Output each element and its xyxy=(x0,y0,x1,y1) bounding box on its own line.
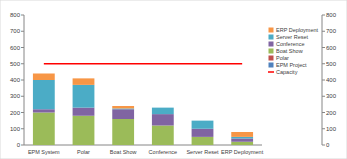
bar-segment xyxy=(192,121,214,129)
y2-tick xyxy=(322,80,325,81)
x-tick-label: Conference xyxy=(149,149,177,155)
bar-segment xyxy=(33,80,55,109)
bar-segment xyxy=(73,108,95,116)
y2-tick-label: 300 xyxy=(326,93,337,99)
y2-tick-label: 0 xyxy=(326,142,330,148)
bar-segment xyxy=(231,139,253,142)
bar-segment xyxy=(231,137,253,139)
y2-tick-label: 700 xyxy=(326,28,337,34)
y2-tick xyxy=(322,63,325,64)
x-tick-label: Polar xyxy=(77,149,90,155)
y2-tick xyxy=(322,47,325,48)
bar-segment xyxy=(152,126,174,146)
x-tick-label: Server Reset xyxy=(186,149,219,155)
legend-label: Polar xyxy=(276,55,289,61)
plot xyxy=(33,64,253,145)
bar-segment xyxy=(33,74,55,81)
y-tick xyxy=(21,31,24,32)
bar-segment xyxy=(33,113,55,146)
y-tick xyxy=(21,63,24,64)
y2-tick-label: 600 xyxy=(326,45,337,51)
y-tick xyxy=(21,112,24,113)
legend-swatch xyxy=(269,42,274,47)
x-tick-label: EPM System xyxy=(28,149,60,155)
y-tick xyxy=(21,47,24,48)
bar-segment xyxy=(33,109,55,112)
y-tick xyxy=(21,145,24,146)
bar-segment xyxy=(192,129,214,137)
y2-tick-label: 500 xyxy=(326,61,337,67)
bar-segment xyxy=(73,116,95,145)
legend-label: Boat Show xyxy=(276,48,303,54)
legend-swatch xyxy=(269,49,274,54)
y-tick-label: 800 xyxy=(10,12,21,18)
legend-label: Server Reset xyxy=(276,34,309,40)
bar-segment xyxy=(112,109,134,119)
bar-segment xyxy=(112,106,134,108)
bar-segment xyxy=(231,142,253,145)
legend-label: Conference xyxy=(276,41,304,47)
line xyxy=(44,63,242,65)
y-tick-label: 500 xyxy=(10,61,21,67)
bar-segment xyxy=(73,78,95,85)
y2-tick xyxy=(322,15,325,16)
y2-tick xyxy=(322,31,325,32)
legend-label: Capacity xyxy=(276,69,298,75)
legend: ERP DeploymentServer ResetConferenceBoat… xyxy=(268,27,319,75)
chart: 0 100 200 300 400 500 600 700 800 0 100 200 300 400 50… xyxy=(0,0,347,159)
y-tick xyxy=(21,96,24,97)
x-tick-label: Boat Show xyxy=(110,149,137,155)
y-tick-label: 600 xyxy=(10,45,21,51)
legend-swatch xyxy=(269,63,274,68)
legend-label: EPM Project xyxy=(276,62,307,68)
x-tick-label: ERP Deployment xyxy=(221,149,264,155)
x-axis xyxy=(24,145,262,146)
y2-tick xyxy=(322,128,325,129)
bar-segment xyxy=(152,108,174,115)
y-tick-label: 700 xyxy=(10,28,21,34)
y-tick xyxy=(21,128,24,129)
bar-segment xyxy=(152,107,174,108)
legend-swatch xyxy=(269,56,274,61)
bar-segment xyxy=(231,132,253,137)
y-tick xyxy=(21,80,24,81)
y2-tick xyxy=(322,145,325,146)
y-tick-label: 400 xyxy=(10,77,21,83)
legend-swatch xyxy=(268,71,274,73)
y2-tick-label: 100 xyxy=(326,126,337,132)
background xyxy=(0,0,347,159)
y-tick-label: 200 xyxy=(10,110,21,116)
legend-swatch xyxy=(269,35,274,40)
legend-swatch xyxy=(269,28,274,33)
y2-tick xyxy=(322,96,325,97)
y-tick xyxy=(21,15,24,16)
legend-label: ERP Deployment xyxy=(276,27,319,33)
y-tick-label: 0 xyxy=(17,142,21,148)
y-tick-label: 300 xyxy=(10,93,21,99)
y2-tick-label: 200 xyxy=(326,110,337,116)
bar-segment xyxy=(152,114,174,125)
y2-tick xyxy=(322,112,325,113)
bar-segment xyxy=(192,137,214,145)
bar-segment xyxy=(192,120,214,121)
bar-segment xyxy=(112,119,134,145)
y2-tick-label: 800 xyxy=(326,12,337,18)
bar-segment xyxy=(73,85,95,108)
y2-tick-label: 400 xyxy=(326,77,337,83)
y-tick-label: 100 xyxy=(10,126,21,132)
